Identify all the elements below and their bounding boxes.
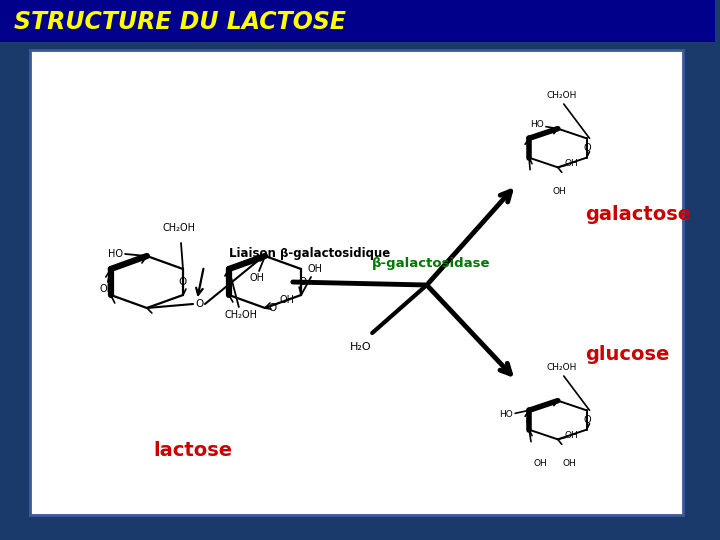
- Text: OH: OH: [553, 187, 567, 197]
- Text: HO: HO: [500, 410, 513, 419]
- FancyBboxPatch shape: [30, 50, 683, 515]
- Text: HO: HO: [108, 249, 123, 259]
- Text: O: O: [584, 415, 591, 425]
- Text: β-galactosidase: β-galactosidase: [372, 256, 491, 269]
- Text: CH₂OH: CH₂OH: [546, 363, 577, 373]
- Text: OH: OH: [563, 460, 577, 469]
- Text: CH₂OH: CH₂OH: [163, 223, 196, 233]
- Text: Liaison β-galactosidique: Liaison β-galactosidique: [229, 247, 390, 260]
- Text: OH: OH: [250, 273, 264, 283]
- Text: H₂O: H₂O: [349, 342, 371, 352]
- Text: OH: OH: [279, 295, 294, 305]
- Text: galactose: galactose: [585, 206, 692, 225]
- Text: O: O: [269, 303, 277, 313]
- Text: O: O: [179, 277, 187, 287]
- Text: OH: OH: [564, 431, 579, 440]
- Text: O: O: [298, 277, 306, 287]
- Text: CH₂OH: CH₂OH: [225, 310, 257, 320]
- Text: CH₂OH: CH₂OH: [546, 91, 577, 100]
- Text: glucose: glucose: [585, 346, 670, 365]
- Text: STRUCTURE DU LACTOSE: STRUCTURE DU LACTOSE: [14, 10, 346, 34]
- Text: lactose: lactose: [154, 441, 233, 460]
- Text: O: O: [195, 299, 203, 309]
- Text: OH: OH: [307, 264, 323, 274]
- Text: O: O: [584, 143, 591, 153]
- FancyBboxPatch shape: [0, 0, 715, 42]
- Text: OH: OH: [533, 460, 546, 469]
- Text: OH: OH: [99, 284, 114, 294]
- Text: OH: OH: [564, 159, 579, 168]
- Text: HO: HO: [530, 120, 544, 129]
